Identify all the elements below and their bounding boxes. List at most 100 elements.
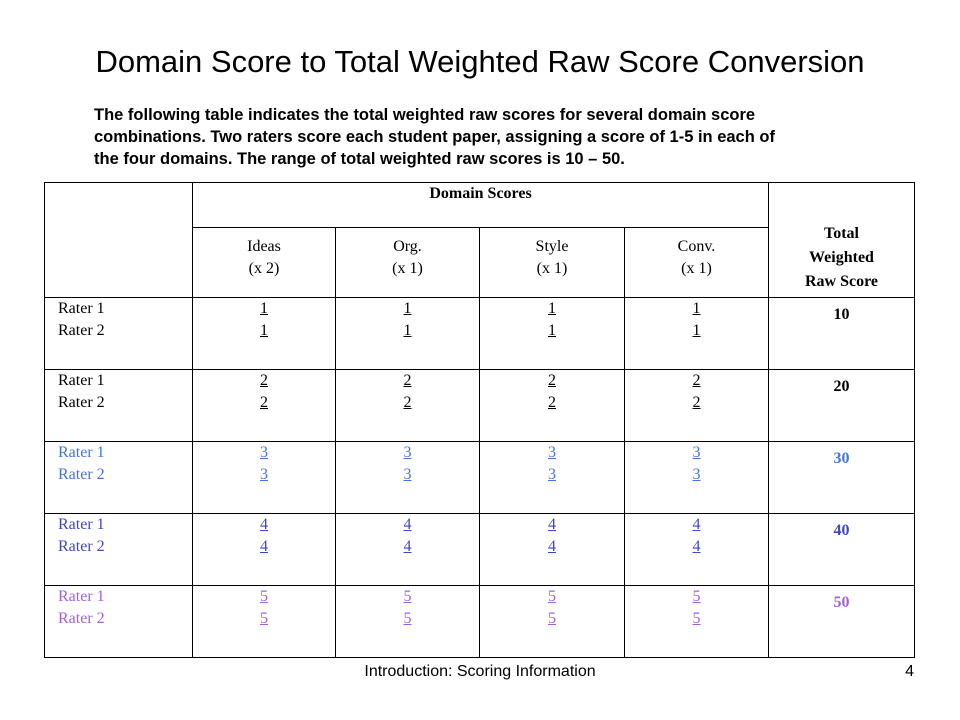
rater-score: 5 bbox=[260, 610, 268, 627]
rater-score: 2 bbox=[548, 372, 556, 389]
intro-line: The following table indicates the total … bbox=[94, 106, 756, 124]
header-line: Weighted bbox=[809, 249, 874, 266]
table-row: Rater 1 Rater 2 1 1 1 1 1 1 1 1 10 bbox=[44, 297, 915, 370]
rater-score: 5 bbox=[692, 610, 701, 627]
column-weight: (x 1) bbox=[536, 260, 568, 277]
rater-score: 4 bbox=[403, 516, 412, 533]
intro-line: the four domains. The range of total wei… bbox=[94, 150, 625, 168]
total-score-cell: 40 bbox=[768, 513, 915, 586]
rater-label: Rater 2 bbox=[58, 394, 105, 411]
rater-score: 2 bbox=[260, 372, 268, 389]
rater-score: 2 bbox=[403, 372, 412, 389]
rater-label: Rater 2 bbox=[58, 466, 105, 483]
corner-cell bbox=[44, 182, 193, 298]
column-name: Ideas bbox=[247, 238, 281, 255]
page-number: 4 bbox=[905, 663, 914, 680]
rater-labels-cell: Rater 1 Rater 2 bbox=[44, 585, 193, 658]
table-row: Rater 1 Rater 2 4 4 4 4 4 4 4 4 40 bbox=[44, 513, 915, 586]
rater-label: Rater 2 bbox=[58, 538, 105, 555]
rater-score: 1 bbox=[403, 322, 412, 339]
rater-label: Rater 1 bbox=[58, 300, 105, 317]
rater-score: 4 bbox=[548, 516, 556, 533]
rater-score: 2 bbox=[548, 394, 556, 411]
rater-score: 2 bbox=[260, 394, 268, 411]
rater-score: 1 bbox=[692, 322, 701, 339]
rater-label: Rater 1 bbox=[58, 444, 105, 461]
intro-paragraph: The following table indicates the total … bbox=[94, 104, 894, 170]
rater-label: Rater 1 bbox=[58, 588, 105, 605]
column-weight: (x 1) bbox=[681, 260, 712, 277]
rater-score: 2 bbox=[403, 394, 412, 411]
column-header-style: Style (x 1) bbox=[479, 227, 625, 298]
rater-score: 2 bbox=[692, 394, 701, 411]
rater-score: 5 bbox=[548, 610, 556, 627]
rater-label: Rater 2 bbox=[58, 322, 105, 339]
rater-label: Rater 2 bbox=[58, 610, 105, 627]
column-name: Org. bbox=[393, 238, 422, 255]
rater-score: 3 bbox=[260, 444, 268, 461]
conversion-table: Domain Scores Total Weighted Raw Score I… bbox=[44, 182, 915, 658]
total-weighted-raw-score-header: Total Weighted Raw Score bbox=[768, 182, 915, 298]
rater-score: 3 bbox=[692, 466, 701, 483]
rater-score: 3 bbox=[548, 444, 556, 461]
total-score-cell: 20 bbox=[768, 369, 915, 442]
rater-score: 4 bbox=[692, 538, 701, 555]
slide-title: Domain Score to Total Weighted Raw Score… bbox=[95, 44, 865, 79]
column-name: Conv. bbox=[677, 238, 716, 255]
rater-score: 4 bbox=[260, 516, 268, 533]
column-weight: (x 1) bbox=[392, 260, 423, 277]
rater-score: 1 bbox=[548, 322, 556, 339]
column-header-ideas: Ideas (x 2) bbox=[192, 227, 336, 298]
rater-score: 1 bbox=[548, 300, 556, 317]
rater-score: 2 bbox=[692, 372, 701, 389]
rater-score: 4 bbox=[692, 516, 701, 533]
rater-score: 1 bbox=[260, 322, 268, 339]
rater-score: 3 bbox=[692, 444, 701, 461]
footer-text: Introduction: Scoring Information bbox=[364, 663, 596, 680]
table-row: Rater 1 Rater 2 3 3 3 3 3 3 3 3 30 bbox=[44, 441, 915, 514]
total-score-cell: 50 bbox=[768, 585, 915, 658]
total-score-cell: 30 bbox=[768, 441, 915, 514]
rater-labels-cell: Rater 1 Rater 2 bbox=[44, 369, 193, 442]
intro-line: combinations. Two raters score each stud… bbox=[94, 128, 775, 146]
rater-score: 3 bbox=[260, 466, 268, 483]
domain-scores-header: Domain Scores bbox=[192, 182, 769, 228]
rater-score: 5 bbox=[260, 588, 268, 605]
table-header-row: Domain Scores Total Weighted Raw Score bbox=[44, 182, 915, 298]
header-line: Raw Score bbox=[804, 273, 879, 290]
table-row: Rater 1 Rater 2 2 2 2 2 2 2 2 2 20 bbox=[44, 369, 915, 442]
rater-labels-cell: Rater 1 Rater 2 bbox=[44, 513, 193, 586]
rater-score: 1 bbox=[692, 300, 701, 317]
rater-label: Rater 1 bbox=[58, 516, 105, 533]
rater-labels-cell: Rater 1 Rater 2 bbox=[44, 297, 193, 370]
rater-score: 3 bbox=[403, 444, 412, 461]
rater-score: 1 bbox=[260, 300, 268, 317]
column-weight: (x 2) bbox=[248, 260, 280, 277]
rater-score: 5 bbox=[403, 588, 412, 605]
rater-score: 4 bbox=[260, 538, 268, 555]
rater-score: 4 bbox=[548, 538, 556, 555]
column-name: Style bbox=[535, 238, 569, 255]
column-header-org: Org. (x 1) bbox=[335, 227, 480, 298]
header-line: Total bbox=[824, 225, 859, 242]
rater-score: 3 bbox=[403, 466, 412, 483]
rater-score: 5 bbox=[548, 588, 556, 605]
